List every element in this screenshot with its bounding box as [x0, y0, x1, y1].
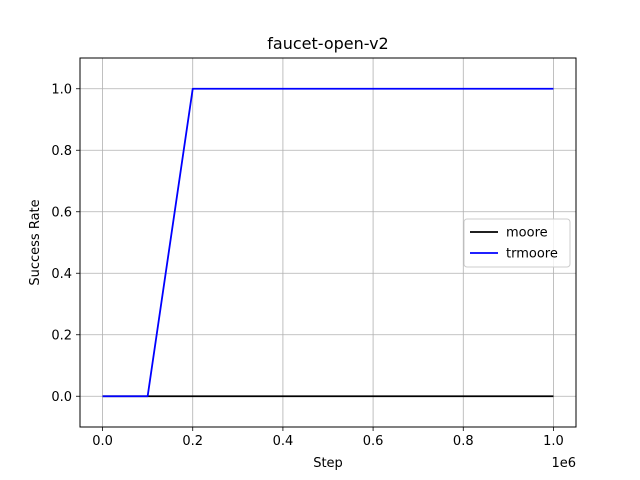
chart-title: faucet-open-v2	[267, 34, 388, 53]
x-tick-label: 0.0	[92, 434, 113, 449]
legend-label-moore: moore	[506, 226, 548, 241]
x-tick-label: 0.6	[363, 434, 384, 449]
legend: moore trmoore	[463, 218, 571, 268]
series-line-trmoore	[102, 87, 554, 398]
plot-series	[102, 87, 554, 398]
y-axis-label: Success Rate	[28, 199, 43, 285]
y-tick-label: 0.4	[51, 267, 72, 282]
axis-ticks: 0.0 0.2 0.4 0.6 0.8 1.0 0.0 0.2 0.4 0.6 0.8 1.0	[51, 82, 563, 449]
x-tick-label: 0.8	[453, 434, 474, 449]
y-tick-label: 0.6	[51, 205, 72, 220]
plot-frame	[79, 57, 577, 428]
x-axis-label: Step	[313, 456, 343, 471]
legend-label-trmoore: trmoore	[506, 247, 558, 262]
y-tick-label: 0.8	[51, 144, 72, 159]
y-tick-label: 0.2	[51, 328, 72, 343]
grid	[80, 58, 576, 427]
legend-box	[463, 218, 571, 268]
y-tick-label: 0.0	[51, 390, 72, 405]
x-tick-label: 0.4	[273, 434, 294, 449]
x-tick-label: 1.0	[543, 434, 564, 449]
x-tick-label: 0.2	[182, 434, 203, 449]
y-tick-label: 1.0	[51, 82, 72, 97]
x-axis-offset-label: 1e6	[551, 456, 576, 471]
